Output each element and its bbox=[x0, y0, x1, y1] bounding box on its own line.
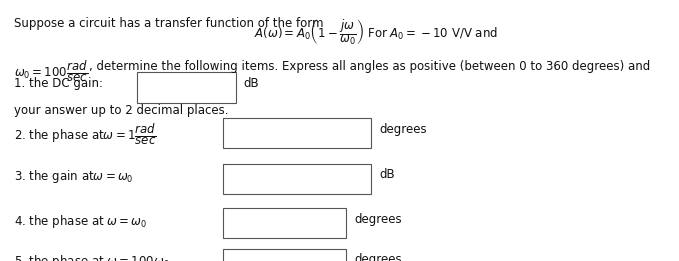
Text: Suppose a circuit has a transfer function of the form: Suppose a circuit has a transfer functio… bbox=[14, 17, 327, 30]
FancyBboxPatch shape bbox=[223, 118, 371, 148]
Text: $A(\omega) = A_0\left(1-\dfrac{j\omega}{\omega_0}\right)$ For $A_0 = -10$ V/V an: $A(\omega) = A_0\left(1-\dfrac{j\omega}{… bbox=[255, 17, 498, 47]
FancyBboxPatch shape bbox=[223, 208, 346, 238]
Text: , determine the following items. Express all angles as positive (between 0 to 36: , determine the following items. Express… bbox=[89, 60, 650, 73]
Text: dB: dB bbox=[244, 77, 259, 90]
Text: 1. the DC gain:: 1. the DC gain: bbox=[14, 77, 103, 90]
FancyBboxPatch shape bbox=[136, 73, 236, 103]
Text: 5. the phase at $\omega = 100\omega_0$: 5. the phase at $\omega = 100\omega_0$ bbox=[14, 253, 169, 261]
FancyBboxPatch shape bbox=[223, 164, 371, 194]
Text: 3. the gain at$\omega = \omega_0$: 3. the gain at$\omega = \omega_0$ bbox=[14, 168, 133, 185]
Text: 2. the phase at$\omega = 1\dfrac{rad}{sec}$: 2. the phase at$\omega = 1\dfrac{rad}{se… bbox=[14, 123, 156, 147]
Text: degrees: degrees bbox=[354, 253, 401, 261]
Text: dB: dB bbox=[380, 168, 395, 181]
Text: degrees: degrees bbox=[354, 213, 401, 226]
Text: degrees: degrees bbox=[380, 123, 427, 136]
Text: $\omega_0 = 100\dfrac{rad}{sec}$: $\omega_0 = 100\dfrac{rad}{sec}$ bbox=[14, 60, 88, 84]
FancyBboxPatch shape bbox=[223, 249, 346, 261]
Text: 4. the phase at $\omega = \omega_0$: 4. the phase at $\omega = \omega_0$ bbox=[14, 213, 147, 230]
Text: your answer up to 2 decimal places.: your answer up to 2 decimal places. bbox=[14, 104, 228, 117]
